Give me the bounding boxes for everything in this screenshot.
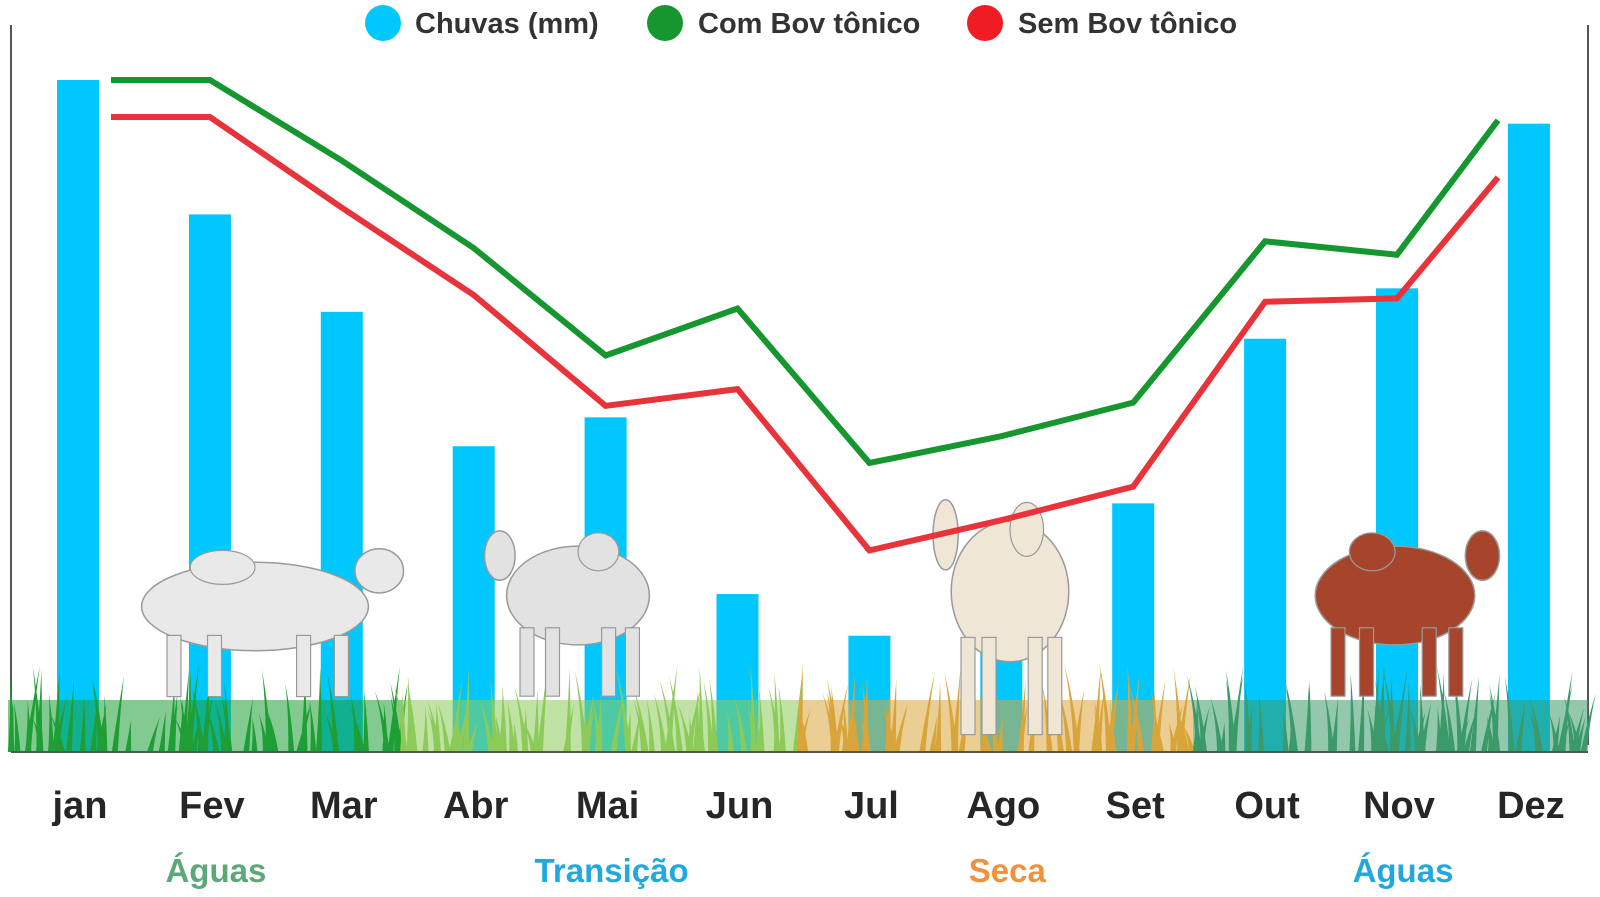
cattle-nelore-cow-and-calf [932,498,1070,736]
season-label-1: Águas [165,852,266,889]
series-lines [111,77,1501,554]
cattle-illustrations [140,498,1501,736]
legend-swatch-sem-bov [967,5,1003,41]
legend: Chuvas (mm) Com Bov tônico Sem Bov tônic… [365,5,1237,41]
legend-item-sem-bov: Sem Bov tônico [967,5,1237,41]
x-tick-label-jan: jan [52,785,108,827]
grass-blades-2 [394,663,803,752]
x-tick-label-set: Set [1106,785,1165,827]
legend-swatch-chuvas [365,5,401,41]
x-tick-label-fev: Fev [179,785,244,827]
rain-bars [57,80,1550,753]
x-tick-labels: jan Fev Mar Abr Mai Jun Jul Ago Set Out Nov Dez [52,785,1565,827]
cattle-nelore-bull-white [140,547,405,698]
rain-bar-jan [57,80,99,752]
rain-bar-nov [1376,288,1418,752]
x-tick-label-nov: Nov [1363,785,1435,827]
x-tick-label-ago: Ago [966,785,1040,827]
x-tick-label-jun: Jun [706,785,774,827]
legend-label-chuvas: Chuvas (mm) [415,8,599,40]
legend-label-com-bov: Com Bov tônico [698,8,920,40]
x-tick-label-dez: Dez [1497,785,1565,827]
grass-blades-3 [796,662,1196,752]
grass-blades-4 [1186,662,1596,752]
grass-blades-1 [7,664,408,752]
legend-label-sem-bov: Sem Bov tônico [1018,8,1237,40]
season-label-2: Transição [535,852,689,889]
legend-item-chuvas: Chuvas (mm) [365,5,599,41]
line-com-bov-tonico [111,77,1501,467]
grass-strip [7,662,1596,752]
rain-bar-out [1244,338,1287,752]
x-tick-label-mai: Mai [576,785,639,827]
legend-swatch-com-bov [647,5,683,41]
x-tick-label-mar: Mar [310,785,378,827]
x-tick-label-abr: Abr [443,785,509,827]
x-tick-label-out: Out [1234,785,1300,827]
rain-bar-dez [1507,123,1550,753]
season-label-4: Águas [1353,852,1454,889]
cattle-nelore-cow-white [483,530,651,697]
line-sem-bov-tonico [111,114,1501,554]
x-tick-label-jul: Jul [844,785,899,827]
cattle-red-zebu-bull [1314,530,1501,697]
season-labels: Águas Transição Seca Águas [165,852,1453,889]
legend-item-com-bov: Com Bov tônico [647,5,920,41]
season-label-3: Seca [969,852,1047,889]
